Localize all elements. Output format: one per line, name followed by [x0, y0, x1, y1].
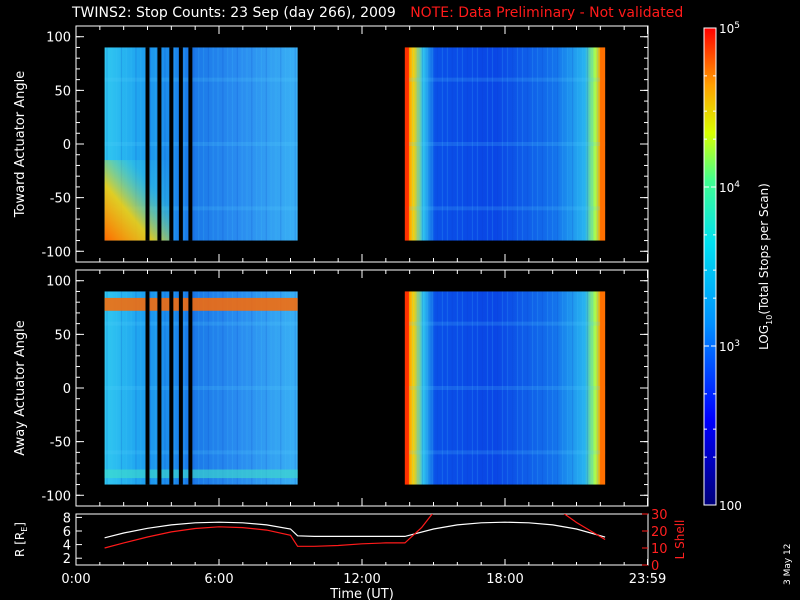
heatmap-block: [404, 47, 606, 241]
y-right-axis-label: L Shell: [673, 520, 687, 560]
heatmap-band: [404, 450, 606, 455]
data-gap: [145, 47, 150, 241]
y-left-axis-label: R [RE]: [13, 522, 29, 557]
heatmap-panel-2: 100 50 0 -50 -100 Away Actuator Angle: [13, 269, 649, 507]
date-stamp: 3 May 12: [783, 543, 793, 585]
y-left-tick-label: 2: [63, 552, 71, 567]
colorbar-frame: [703, 27, 717, 506]
data-gap: [157, 291, 162, 485]
data-gap: [169, 291, 174, 485]
y-right-tick-label: 10: [651, 542, 668, 557]
y-left-tick-label: 4: [63, 539, 71, 554]
heatmap-edge: [600, 291, 606, 485]
y-tick-label: -100: [41, 489, 71, 504]
heatmap-band: [104, 77, 298, 82]
heatmap-edge: [404, 291, 409, 485]
colorbar-tick-label: 104: [719, 180, 740, 195]
y-tick-label: 100: [46, 275, 71, 290]
orbit-panel-frame: [75, 513, 649, 566]
y-left-tick-label: 8: [63, 511, 71, 526]
chart-title-note: NOTE: Data Preliminary - Not validated: [410, 5, 684, 21]
y-tick-label: 0: [63, 382, 71, 397]
heatmap-band: [404, 77, 606, 82]
y-axis-label: Toward Actuator Angle: [13, 71, 28, 218]
x-axis-label: Time (UT): [329, 587, 394, 600]
y-left-tick-label: 6: [63, 525, 71, 540]
colorbar-label: LOG10(Total Stops per Scan): [757, 183, 774, 350]
y-tick-label: -100: [41, 245, 71, 260]
heatmap-band: [104, 142, 298, 146]
y-right-tick-label: 0: [651, 559, 659, 574]
series-line-lshell: [104, 514, 433, 549]
x-tick-label: 0:00: [61, 572, 90, 587]
colorbar-tick-label: 100: [719, 499, 742, 513]
x-tick-label: 6:00: [204, 572, 233, 587]
heatmap-band: [404, 321, 606, 326]
heatmap-band: [104, 321, 298, 326]
data-gap: [178, 291, 183, 485]
heatmap-panel-1: 100 50 0 -50 -100 Toward Actuator Angle: [13, 25, 649, 263]
chart-title: TWINS2: Stop Counts: 23 Sep (day 266), 2…: [72, 5, 683, 21]
heatmap-warm-band: [104, 469, 298, 479]
heatmap-band: [104, 386, 298, 390]
heatmap-edge: [600, 47, 606, 241]
data-gap: [178, 47, 183, 241]
y-tick-label: -50: [50, 192, 71, 207]
heatmap-hot-band: [104, 297, 298, 311]
heatmap-hot-region: [104, 160, 173, 241]
heatmap-band: [404, 206, 606, 211]
data-gap: [145, 291, 150, 485]
x-tick-label: 12:00: [343, 572, 380, 587]
heatmap-block: [104, 291, 298, 485]
heatmap-band: [404, 142, 606, 146]
heatmap-edge: [404, 47, 409, 241]
y-right-tick-label: 20: [651, 525, 668, 540]
x-tick-label: 23:59: [629, 572, 666, 587]
colorbar-tick-label: 103: [719, 339, 740, 354]
data-gap: [188, 47, 193, 241]
heatmap-band: [404, 386, 606, 390]
x-tick-label: 18:00: [486, 572, 523, 587]
y-tick-label: 50: [54, 328, 71, 343]
colorbar-tick-label: 105: [719, 21, 740, 36]
y-tick-label: -50: [50, 436, 71, 451]
heatmap-band: [104, 450, 298, 455]
series-line-r: [104, 521, 606, 539]
data-gap: [157, 47, 162, 241]
data-gap: [169, 47, 174, 241]
heatmap-block: [404, 291, 606, 485]
heatmap-band: [104, 206, 298, 211]
y-tick-label: 0: [63, 138, 71, 153]
y-axis-label: Away Actuator Angle: [13, 320, 28, 455]
series-line-lshell: [563, 514, 606, 541]
colorbar-scale: [704, 28, 716, 505]
data-gap: [188, 291, 193, 485]
chart-title-main: TWINS2: Stop Counts: 23 Sep (day 266), 2…: [72, 5, 396, 21]
y-right-tick-label: 30: [651, 508, 668, 523]
y-tick-label: 100: [46, 31, 71, 46]
y-tick-label: 50: [54, 84, 71, 99]
